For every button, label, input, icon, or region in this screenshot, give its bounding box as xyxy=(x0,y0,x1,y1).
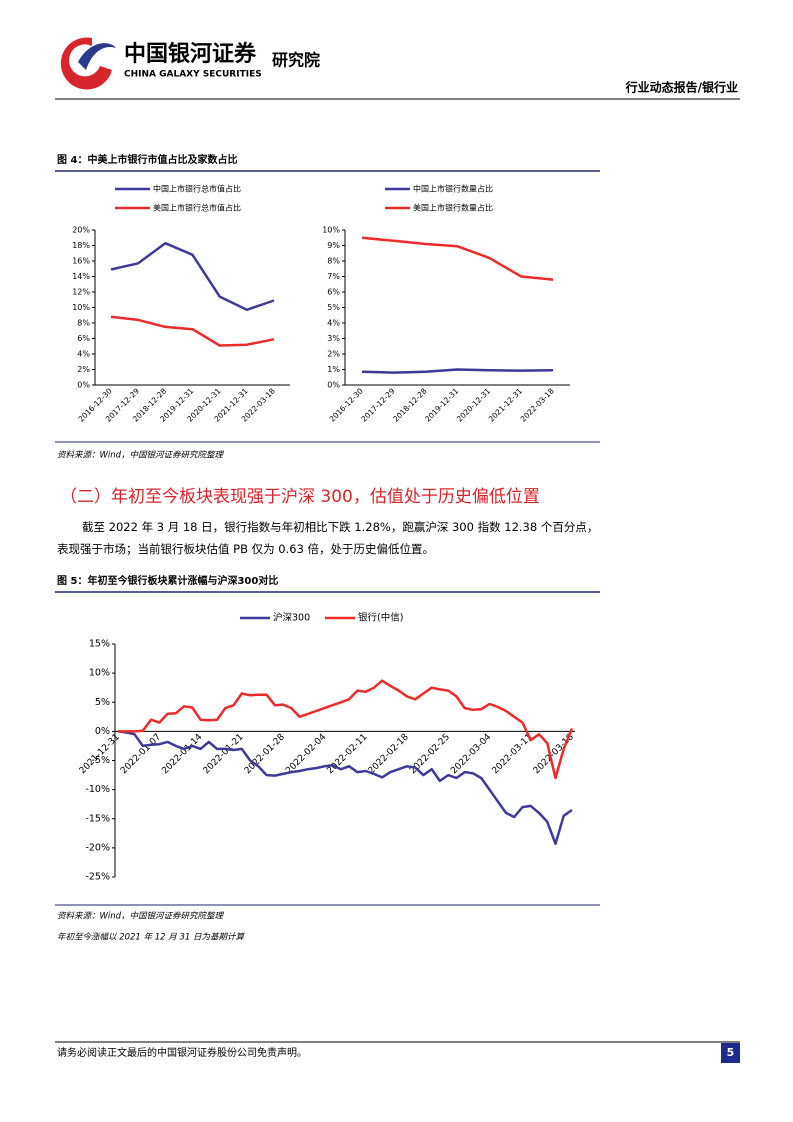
y-tick-label: 7% xyxy=(327,272,340,281)
y-tick-label: 10% xyxy=(322,226,340,235)
y-tick-label: 3% xyxy=(327,334,340,343)
y-tick-label: 9% xyxy=(327,241,340,250)
y-tick-label: 0% xyxy=(95,726,110,737)
y-tick-label: -25% xyxy=(85,872,110,883)
brand: 中国银河证券 xyxy=(124,41,257,67)
disclaimer: 请务必阅读正文最后的中国银河证券股份公司免责声明。 xyxy=(57,1046,307,1059)
y-tick-label: 18% xyxy=(72,241,90,250)
figure-title: 图 4：中美上市银行市值占比及家数占比 xyxy=(57,153,237,166)
legend-label: 沪深300 xyxy=(273,612,310,624)
note: 年初至今涨幅以 2021 年 12 月 31 日为基期计算 xyxy=(57,932,245,943)
x-tick-label: 2022-03-11 xyxy=(491,732,535,776)
y-tick-label: 4% xyxy=(77,350,90,359)
y-tick-label: -15% xyxy=(85,813,110,824)
series-line xyxy=(117,730,573,846)
x-tick-label: 2022-01-28 xyxy=(243,732,287,776)
series-line xyxy=(110,241,275,312)
y-tick-label: 6% xyxy=(327,288,340,297)
legend-label: 银行(中信) xyxy=(358,612,403,624)
figure-title: 图 5：年初至今银行板块累计涨幅与沪深300对比 xyxy=(57,574,278,587)
y-tick-label: 5% xyxy=(95,697,110,708)
x-tick-label: 2022-01-07 xyxy=(119,732,163,776)
institute: 研究院 xyxy=(272,51,320,70)
series-line xyxy=(361,368,554,374)
x-tick-label: 2022-02-18 xyxy=(367,732,411,776)
y-tick-label: 2% xyxy=(327,350,340,359)
series-line xyxy=(110,315,275,347)
series-line xyxy=(361,236,554,281)
y-tick-label: 12% xyxy=(72,288,90,297)
page-number-box xyxy=(721,1043,740,1063)
y-tick-label: 16% xyxy=(72,257,90,266)
y-tick-label: 6% xyxy=(77,334,90,343)
page-number: 5 xyxy=(727,1046,735,1059)
source: 资料来源：Wind，中国银河证券研究院整理 xyxy=(57,911,225,922)
y-tick-label: 14% xyxy=(72,272,90,281)
y-tick-label: 8% xyxy=(327,257,340,266)
y-tick-label: -10% xyxy=(85,784,110,795)
brand-en: CHINA GALAXY SECURITIES xyxy=(124,70,262,80)
y-tick-label: 2% xyxy=(77,365,90,374)
source: 资料来源：Wind，中国银河证券研究院整理 xyxy=(57,450,225,461)
legend-label: 美国上市银行总市值占比 xyxy=(153,203,241,213)
legend-label: 美国上市银行数量占比 xyxy=(413,203,493,213)
report-type: 行业动态报告/银行业 xyxy=(625,80,738,95)
y-tick-label: 15% xyxy=(89,639,110,650)
y-tick-label: 0% xyxy=(77,381,90,390)
logo-blue xyxy=(78,43,116,70)
y-tick-label: 4% xyxy=(327,319,340,328)
x-tick-label: 2022-03-18 xyxy=(519,386,556,423)
y-tick-label: 8% xyxy=(77,319,90,328)
x-tick-label: 2022-01-21 xyxy=(202,732,246,776)
y-tick-label: -5% xyxy=(92,755,111,766)
y-tick-label: 10% xyxy=(89,668,110,679)
paragraph: 截至 2022 年 3 月 18 日，银行指数与年初相比下跌 1.28%，跑赢沪… xyxy=(57,520,599,556)
logo-red xyxy=(60,37,112,90)
legend-label: 中国上市银行总市值占比 xyxy=(153,184,241,194)
y-tick-label: -20% xyxy=(85,842,110,853)
y-tick-label: 20% xyxy=(72,226,90,235)
y-tick-label: 0% xyxy=(327,381,340,390)
y-tick-label: 1% xyxy=(327,365,340,374)
y-tick-label: 10% xyxy=(72,303,90,312)
section-heading: （二）年初至今板块表现强于沪深 300，估值处于历史偏低位置 xyxy=(60,487,540,507)
y-tick-label: 5% xyxy=(327,303,340,312)
x-tick-label: 2022-01-14 xyxy=(160,732,204,776)
legend-label: 中国上市银行数量占比 xyxy=(413,184,493,194)
series-line xyxy=(118,679,574,780)
x-tick-label: 2022-03-04 xyxy=(449,732,493,776)
x-tick-label: 2022-02-11 xyxy=(325,732,369,776)
